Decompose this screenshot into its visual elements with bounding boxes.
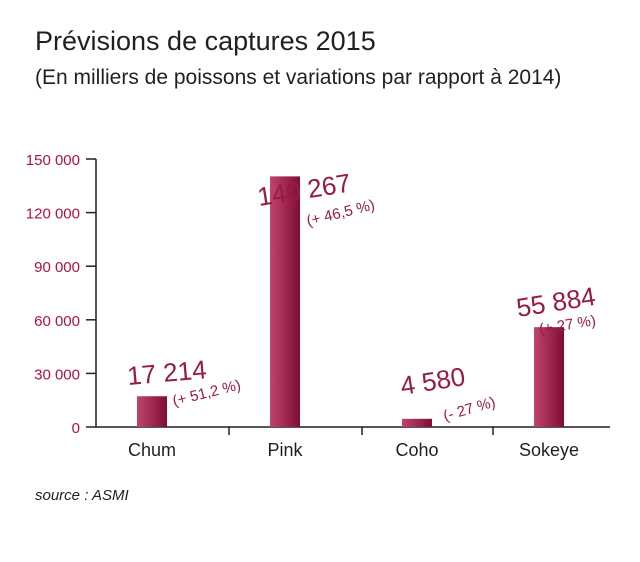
- y-tick-label: 120 000: [26, 206, 80, 223]
- y-tick-label: 150 000: [26, 152, 80, 169]
- x-category-label: Sokeye: [519, 440, 579, 460]
- source-note: source : ASMI: [35, 487, 129, 504]
- bar-chum: [137, 396, 167, 427]
- value-label: 4 580: [398, 361, 467, 401]
- y-tick-label: 90 000: [34, 259, 80, 276]
- chart-title: Prévisions de captures 2015: [35, 26, 376, 56]
- y-tick-label: 60 000: [34, 313, 80, 330]
- chart-subtitle: (En milliers de poissons et variations p…: [35, 66, 562, 89]
- data-labels: 17 214(+ 51,2 %)140 267(+ 46,5 %)4 580(-…: [126, 168, 598, 425]
- y-tick-label: 0: [72, 420, 80, 437]
- change-label: (- 27 %): [441, 394, 497, 425]
- x-category-label: Pink: [267, 440, 303, 460]
- axes: 0 30 000 60 000 90 000 120 000 150 000 Chum Pin…: [26, 152, 610, 460]
- bars: [137, 176, 564, 427]
- bar-sokeye: [534, 327, 564, 427]
- x-category-label: Coho: [395, 440, 438, 460]
- x-category-label: Chum: [128, 440, 176, 460]
- bar-pink: [270, 176, 300, 427]
- bar-coho: [402, 418, 432, 427]
- value-label: 17 214: [126, 354, 208, 391]
- y-tick-label: 30 000: [34, 366, 80, 383]
